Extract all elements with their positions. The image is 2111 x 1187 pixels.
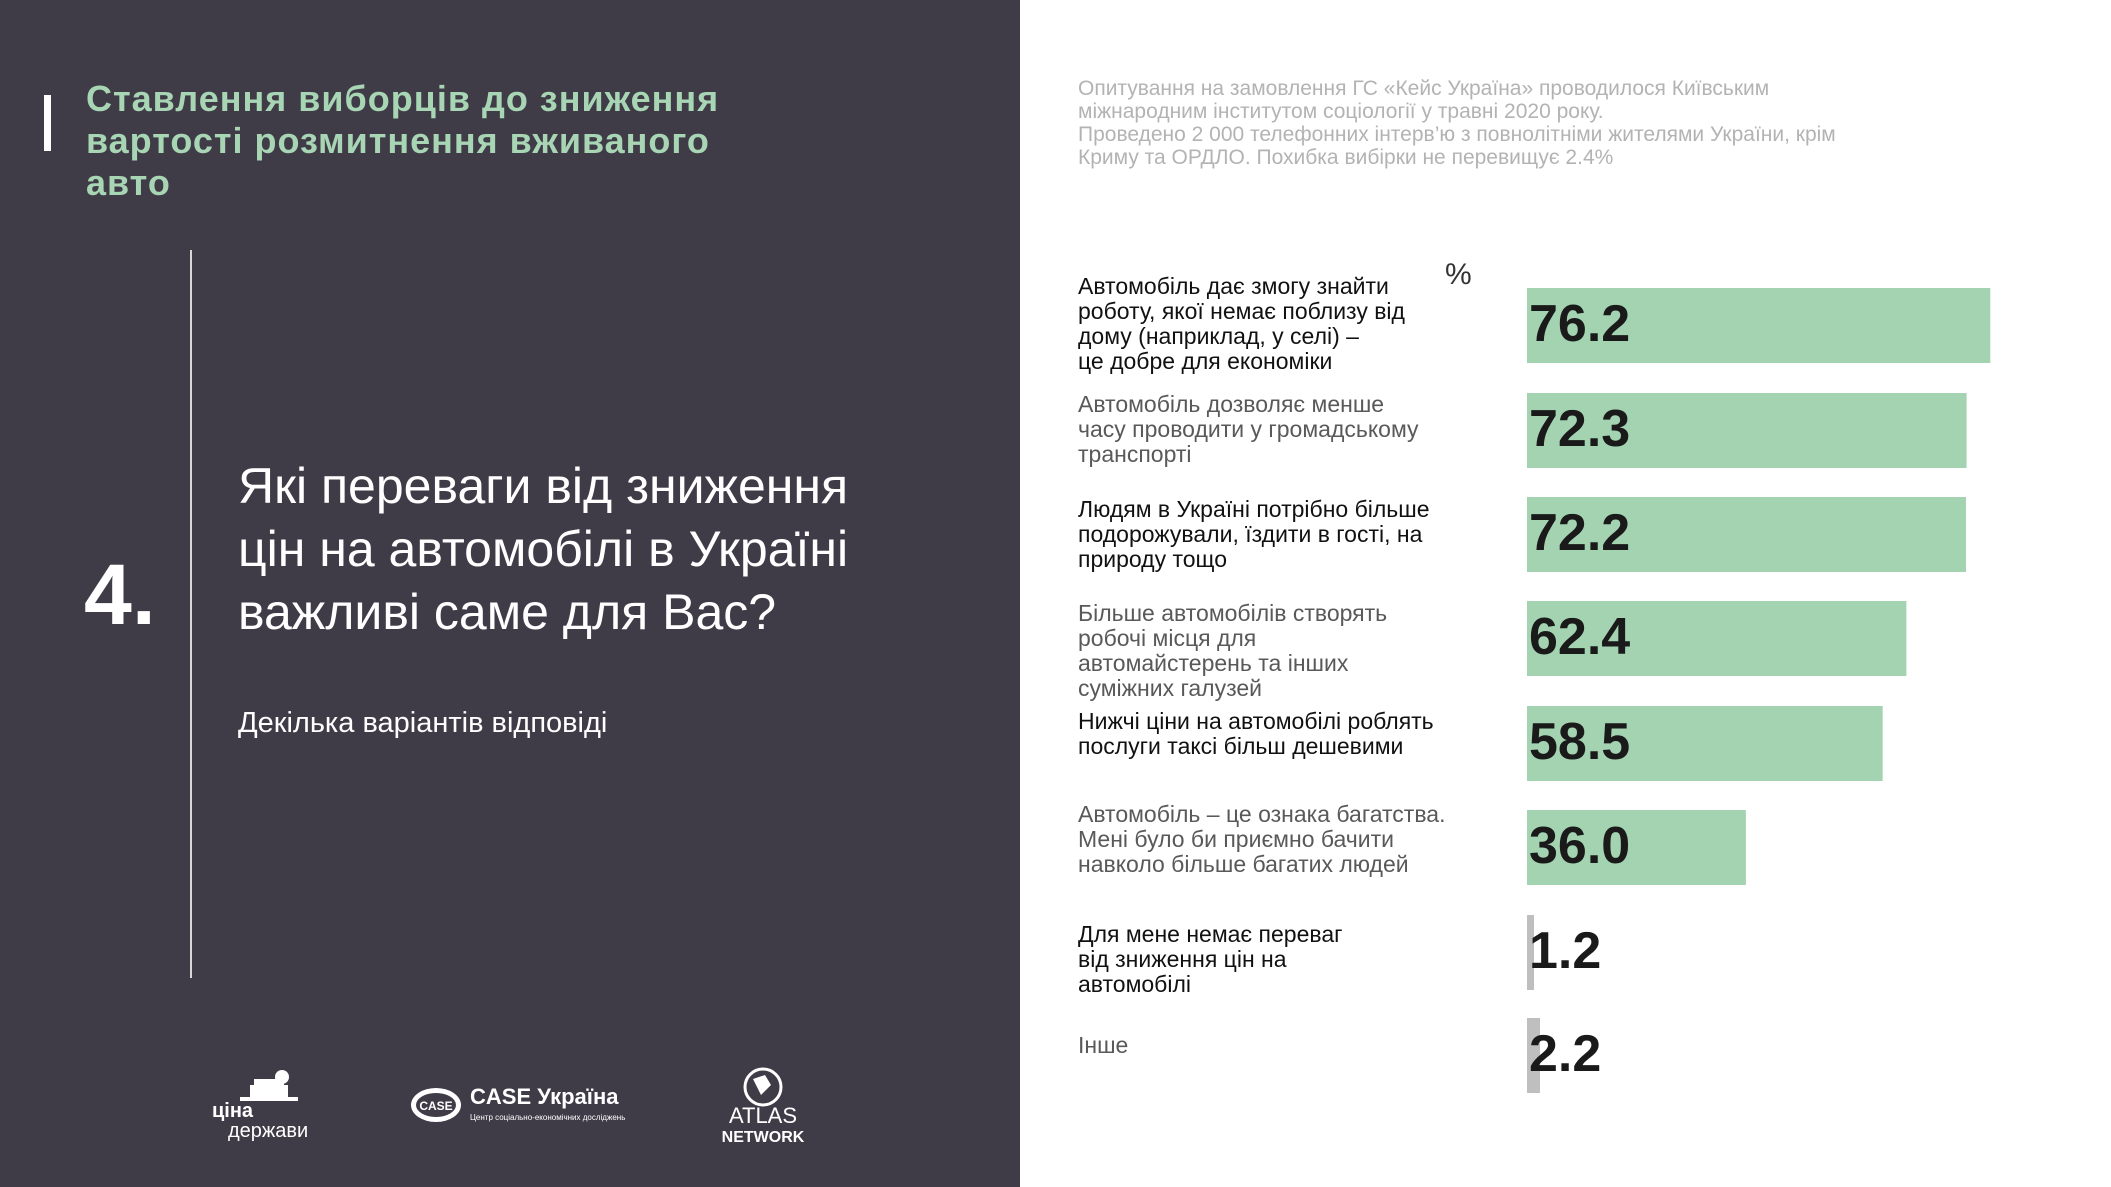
bar-2 <box>1527 497 1966 572</box>
survey-note: Опитування на замовлення ГС «Кейс Україн… <box>1078 77 1836 169</box>
case-tagline-text: Центр соціально-економічних досліджень <box>470 1113 625 1122</box>
category-label-2: Людям в Україні потрібно більше подорожу… <box>1078 496 1430 572</box>
category-label-5: Автомобіль – це ознака багатства. Мені б… <box>1078 801 1446 877</box>
category-label-6: Для мене немає переваг від зниження цін … <box>1078 921 1343 997</box>
value-label-4: 58.5 <box>1529 713 1630 771</box>
bar-6 <box>1527 915 1534 990</box>
derzhavy-text: держави <box>228 1120 308 1141</box>
value-label-5: 36.0 <box>1529 817 1630 875</box>
bar-4 <box>1527 706 1883 781</box>
value-label-6: 1.2 <box>1529 922 1601 980</box>
case-ukraine-logo: CASE CASE Україна Центр соціально-економ… <box>411 1084 625 1122</box>
partner-logos: ціна держави CASE CASE Україна Центр соц… <box>205 1065 825 1145</box>
category-label-3: Більше автомобілів створять робочі місця… <box>1078 600 1388 701</box>
bar-3 <box>1527 601 1907 676</box>
case-name-text: CASE Україна <box>470 1084 619 1109</box>
network-text: NETWORK <box>722 1129 805 1145</box>
cina-derzhavy-logo: ціна держави <box>212 1070 308 1141</box>
value-label-0: 76.2 <box>1529 295 1630 353</box>
case-badge-text: CASE <box>419 1099 452 1113</box>
category-label-7: Інше <box>1078 1032 1129 1058</box>
category-label-0: Автомобіль дає змогу знайти роботу, якої… <box>1078 273 1405 374</box>
category-label-1: Автомобіль дозволяє менше часу проводити… <box>1078 391 1419 467</box>
question-number: 4. <box>84 547 156 643</box>
bar-7 <box>1527 1018 1540 1093</box>
value-label-7: 2.2 <box>1529 1025 1601 1083</box>
page-title: Ставлення виборців до зниження вартості … <box>86 78 720 203</box>
atlas-network-logo: ATLAS NETWORK <box>722 1067 805 1145</box>
cina-text: ціна <box>212 1100 254 1122</box>
value-label-1: 72.3 <box>1529 400 1630 458</box>
question-text: Які переваги від зниження цін на автомоб… <box>238 458 849 640</box>
category-label-4: Нижчі ціни на автомобілі роблять послуги… <box>1078 708 1434 759</box>
unit-label: % <box>1445 258 1472 291</box>
bar-0 <box>1527 288 1991 363</box>
value-label-3: 62.4 <box>1529 608 1630 666</box>
value-label-2: 72.2 <box>1529 504 1630 562</box>
vertical-divider <box>190 250 192 978</box>
bar-5 <box>1527 810 1746 885</box>
left-panel: Ставлення виборців до зниження вартості … <box>0 0 1020 1187</box>
atlas-text: ATLAS <box>729 1103 797 1128</box>
question-subtitle: Декілька варіантів відповіді <box>238 707 608 739</box>
bar-1 <box>1527 393 1967 468</box>
title-marker <box>44 95 51 151</box>
